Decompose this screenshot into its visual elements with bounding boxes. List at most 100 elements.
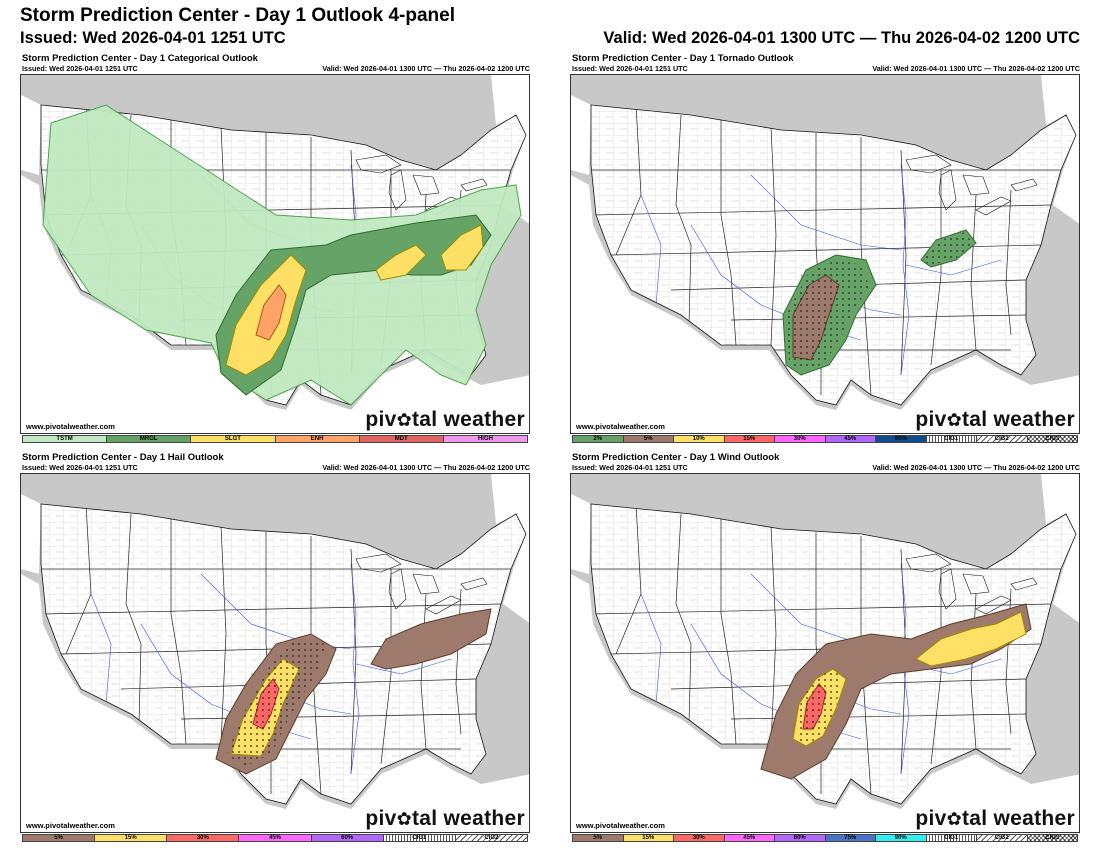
legend-swatch: 30% bbox=[674, 834, 725, 842]
legend-swatch: MRGL bbox=[107, 435, 192, 443]
map-svg bbox=[571, 474, 1080, 833]
legend-label: CIG1 bbox=[412, 835, 427, 841]
legend-label: TSTM bbox=[56, 436, 73, 442]
legend-label: CIG2 bbox=[994, 835, 1009, 841]
panel-issued: Issued: Wed 2026-04-01 1251 UTC bbox=[22, 463, 138, 472]
map-tornado[interactable]: www.pivotalweather.com piv✿tal weather bbox=[570, 74, 1080, 434]
legend-label: 60% bbox=[341, 835, 354, 841]
legend-swatch: 15% bbox=[623, 834, 674, 842]
legend-label: 2% bbox=[593, 436, 603, 442]
brand-logo: piv✿tal weather bbox=[365, 807, 525, 830]
legend-label: 75% bbox=[844, 835, 857, 841]
sig-hatch-area bbox=[923, 232, 973, 265]
legend-swatch: HIGH bbox=[443, 435, 529, 443]
legend-label: 45% bbox=[844, 436, 857, 442]
legend-label: CIG3 bbox=[1045, 436, 1060, 442]
panel-hail: Storm Prediction Center - Day 1 Hail Out… bbox=[20, 452, 530, 849]
brand-logo: piv✿tal weather bbox=[915, 807, 1075, 830]
page-title: Storm Prediction Center - Day 1 Outlook … bbox=[20, 5, 455, 26]
legend-swatch: 60% bbox=[876, 435, 927, 443]
legend-swatch: CIG1 bbox=[383, 834, 456, 842]
legend-swatch: SLGT bbox=[191, 435, 276, 443]
legend-swatch: TSTM bbox=[22, 435, 108, 443]
legend-swatch: CIG1 bbox=[926, 834, 977, 842]
credit-text: www.pivotalweather.com bbox=[26, 821, 115, 830]
legend-wind: 5% 15% 30% 45% 60% 75% 90% CIG1 CIG2 CIG3 bbox=[572, 834, 1078, 842]
panel-title: Storm Prediction Center - Day 1 Wind Out… bbox=[572, 452, 780, 463]
legend-label: 15% bbox=[743, 436, 756, 442]
legend-swatch: 60% bbox=[311, 834, 384, 842]
legend-label: 15% bbox=[642, 835, 655, 841]
map-categorical[interactable]: www.pivotalweather.com piv✿tal weather bbox=[20, 74, 530, 434]
pinwheel-icon: ✿ bbox=[946, 410, 962, 430]
panel-wind: Storm Prediction Center - Day 1 Wind Out… bbox=[570, 452, 1080, 849]
legend-label: 45% bbox=[743, 835, 756, 841]
legend-label: 60% bbox=[894, 436, 907, 442]
legend-label: CIG1 bbox=[944, 436, 959, 442]
legend-label: 45% bbox=[268, 835, 281, 841]
legend-label: 5% bbox=[54, 835, 63, 841]
pinwheel-icon: ✿ bbox=[396, 809, 412, 829]
map-wind[interactable]: www.pivotalweather.com piv✿tal weather bbox=[570, 473, 1080, 833]
panel-tornado: Storm Prediction Center - Day 1 Tornado … bbox=[570, 53, 1080, 450]
legend-swatch: CIG1 bbox=[926, 435, 977, 443]
legend-swatch: CIG2 bbox=[455, 834, 528, 842]
legend-label: CIG3 bbox=[1045, 835, 1060, 841]
map-svg bbox=[21, 75, 530, 434]
legend-swatch: 45% bbox=[825, 435, 876, 443]
credit-text: www.pivotalweather.com bbox=[26, 422, 115, 431]
panel-valid: Valid: Wed 2026-04-01 1300 UTC — Thu 202… bbox=[872, 463, 1080, 472]
panel-title: Storm Prediction Center - Day 1 Categori… bbox=[22, 53, 258, 64]
legend-label: MDT bbox=[394, 436, 408, 442]
valid-time: Valid: Wed 2026-04-01 1300 UTC — Thu 202… bbox=[603, 29, 1080, 47]
slgt-area bbox=[440, 224, 484, 271]
panel-valid: Valid: Wed 2026-04-01 1300 UTC — Thu 202… bbox=[322, 64, 530, 73]
panel-valid: Valid: Wed 2026-04-01 1300 UTC — Thu 202… bbox=[872, 64, 1080, 73]
legend-swatch: CIG3 bbox=[1027, 834, 1078, 842]
legend-label: 5% bbox=[593, 835, 603, 841]
legend-swatch: CIG3 bbox=[1027, 435, 1078, 443]
mrgl-area bbox=[215, 214, 492, 396]
legend-swatch: 45% bbox=[724, 834, 775, 842]
legend-swatch: 5% bbox=[22, 834, 96, 842]
legend-swatch: 45% bbox=[239, 834, 312, 842]
legend-label: CIG2 bbox=[484, 835, 499, 841]
map-hail[interactable]: www.pivotalweather.com piv✿tal weather bbox=[20, 473, 530, 833]
legend-swatch: 10% bbox=[674, 435, 725, 443]
legend-label: 30% bbox=[196, 835, 209, 841]
panel-valid: Valid: Wed 2026-04-01 1300 UTC — Thu 202… bbox=[322, 463, 530, 472]
legend-label: CIG2 bbox=[994, 436, 1009, 442]
legend-swatch: 60% bbox=[775, 834, 826, 842]
panel-categorical: Storm Prediction Center - Day 1 Categori… bbox=[20, 53, 530, 450]
legend-swatch: 30% bbox=[775, 435, 826, 443]
prob5-area bbox=[370, 608, 492, 670]
sig-hatch-area bbox=[226, 639, 326, 766]
legend-label: 60% bbox=[793, 835, 806, 841]
legend-swatch: CIG2 bbox=[977, 834, 1028, 842]
map-svg bbox=[21, 474, 530, 833]
legend-swatch: MDT bbox=[359, 435, 444, 443]
credit-text: www.pivotalweather.com bbox=[576, 422, 665, 431]
legend-swatch: 15% bbox=[724, 435, 775, 443]
legend-swatch: ENH bbox=[275, 435, 360, 443]
issued-time: Issued: Wed 2026-04-01 1251 UTC bbox=[20, 29, 286, 47]
sig-hatch-area bbox=[796, 672, 841, 744]
legend-tornado: 2% 5% 10% 15% 30% 45% 60% CIG1 CIG2 CIG3 bbox=[572, 435, 1078, 443]
map-svg bbox=[571, 75, 1080, 434]
legend-label: SLGT bbox=[224, 436, 241, 442]
pinwheel-icon: ✿ bbox=[396, 410, 412, 430]
sig-hatch-area bbox=[786, 260, 869, 370]
legend-categorical: TSTM MRGL SLGT ENH MDT HIGH bbox=[22, 435, 529, 443]
panel-issued: Issued: Wed 2026-04-01 1251 UTC bbox=[572, 64, 688, 73]
legend-label: 90% bbox=[894, 835, 907, 841]
legend-swatch: 90% bbox=[876, 834, 927, 842]
legend-label: 5% bbox=[643, 436, 653, 442]
legend-swatch: 5% bbox=[572, 834, 624, 842]
panel-title: Storm Prediction Center - Day 1 Hail Out… bbox=[22, 452, 224, 463]
legend-label: HIGH bbox=[477, 436, 493, 442]
panel-title: Storm Prediction Center - Day 1 Tornado … bbox=[572, 53, 794, 64]
panel-issued: Issued: Wed 2026-04-01 1251 UTC bbox=[572, 463, 688, 472]
legend-label: 10% bbox=[692, 436, 705, 442]
legend-swatch: 30% bbox=[167, 834, 240, 842]
slgt-area bbox=[375, 244, 427, 281]
